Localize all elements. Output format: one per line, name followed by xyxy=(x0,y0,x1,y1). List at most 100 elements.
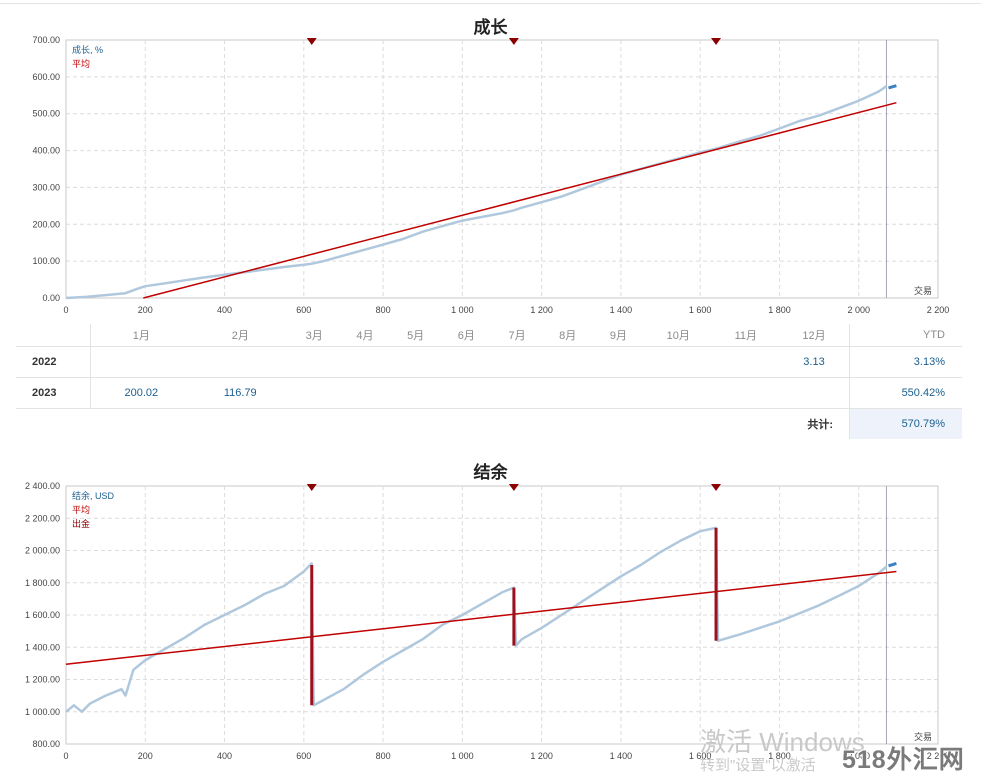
month-value xyxy=(440,377,492,409)
x-tick-label: 1 400 xyxy=(610,305,633,315)
x-axis-label: 交易 xyxy=(914,285,932,296)
withdrawal-marker xyxy=(306,484,317,491)
series-line-1 xyxy=(888,561,897,568)
month-header: 6月 xyxy=(440,324,492,347)
month-value xyxy=(643,346,713,378)
windows-watermark-sub: 转到"设置"以激活 xyxy=(700,757,816,774)
month-header: 1月 xyxy=(90,324,192,347)
legend-item: 平均 xyxy=(72,58,90,69)
total-row: 共计: 570.79% xyxy=(16,408,962,439)
x-tick-label: 1 600 xyxy=(689,751,712,761)
month-value xyxy=(440,346,492,378)
legend-item: 出金 xyxy=(72,518,90,529)
y-tick-label: 0.00 xyxy=(42,293,60,303)
x-tick-label: 1 200 xyxy=(530,751,553,761)
x-tick-label: 1 200 xyxy=(530,305,553,315)
series-line-2 xyxy=(143,101,897,299)
y-tick-label: 1 800.00 xyxy=(25,578,60,588)
legend-item: 成长, % xyxy=(72,44,103,55)
x-tick-label: 1 800 xyxy=(768,305,791,315)
series-line-2 xyxy=(65,570,897,665)
month-value xyxy=(390,377,441,409)
x-tick-label: 2 200 xyxy=(927,751,950,761)
month-header: 3月 xyxy=(288,324,340,347)
x-tick-label: 600 xyxy=(296,751,311,761)
total-label: 共计: xyxy=(807,419,833,431)
y-tick-label: 300.00 xyxy=(32,182,60,192)
plot-area xyxy=(65,39,939,299)
month-value xyxy=(593,346,644,378)
x-axis-label: 交易 xyxy=(914,731,932,742)
year-label: 2023 xyxy=(16,377,91,409)
top-divider xyxy=(0,3,981,4)
y-tick-label: 800.00 xyxy=(32,739,60,749)
legend-item: 平均 xyxy=(72,504,90,515)
y-tick-label: 2 200.00 xyxy=(25,513,60,523)
month-value xyxy=(90,346,192,378)
y-tick-label: 200.00 xyxy=(32,219,60,229)
ytd-header-row: 1月 2月 3月 4月 5月 6月 7月 8月 9月 10月 11月 12月 Y… xyxy=(16,324,962,347)
month-header: 12月 xyxy=(779,324,850,347)
x-tick-label: 2 000 xyxy=(847,305,870,315)
balance-chart-title: 结余 xyxy=(473,463,508,482)
month-value xyxy=(288,346,340,378)
x-tick-label: 400 xyxy=(217,305,232,315)
month-header: 8月 xyxy=(542,324,594,347)
x-tick-label: 1 000 xyxy=(451,305,474,315)
month-value xyxy=(491,346,543,378)
month-value xyxy=(288,377,340,409)
y-tick-label: 1 200.00 xyxy=(25,675,60,685)
x-tick-label: 200 xyxy=(138,751,153,761)
month-value xyxy=(712,377,780,409)
month-header: 2月 xyxy=(191,324,289,347)
site-logo: 518外汇网 xyxy=(842,746,965,774)
y-tick-label: 600.00 xyxy=(32,72,60,82)
month-value xyxy=(390,346,441,378)
windows-watermark: 激活 Windows xyxy=(700,727,865,757)
x-tick-label: 1 400 xyxy=(610,751,633,761)
x-tick-label: 2 000 xyxy=(847,751,870,761)
x-tick-label: 1 600 xyxy=(689,305,712,315)
y-tick-label: 700.00 xyxy=(32,35,60,45)
month-value xyxy=(643,377,713,409)
growth-chart-title: 成长 xyxy=(473,18,508,37)
withdrawal-marker xyxy=(508,38,519,45)
month-header: 4月 xyxy=(339,324,391,347)
x-tick-label: 2 200 xyxy=(927,305,950,315)
year-label: 2022 xyxy=(16,346,91,378)
x-tick-label: 200 xyxy=(138,305,153,315)
month-header: 7月 xyxy=(491,324,543,347)
y-tick-label: 1 600.00 xyxy=(25,610,60,620)
x-tick-label: 400 xyxy=(217,751,232,761)
x-tick-label: 0 xyxy=(63,751,68,761)
x-tick-label: 1 000 xyxy=(451,751,474,761)
month-value xyxy=(779,377,850,409)
ytd-header: YTD xyxy=(849,324,962,347)
total-value: 570.79% xyxy=(849,408,962,439)
balance-chart: 0 200 400 600 800 1 000 1 200 1 400 1 600 1 800 2 … xyxy=(25,481,950,761)
growth-chart: 0 200 400 600 800 1 000 1 200 1 400 1 600 1 800 2 … xyxy=(32,35,950,315)
month-value xyxy=(593,377,644,409)
x-tick-label: 0 xyxy=(63,305,68,315)
x-tick-label: 1 800 xyxy=(768,751,791,761)
month-value xyxy=(191,346,289,378)
ytd-value: 3.13% xyxy=(849,346,962,378)
month-header: 10月 xyxy=(643,324,713,347)
year-row-2022: 2022 3.13 3.13% xyxy=(16,346,962,378)
withdrawal-marker xyxy=(306,38,317,45)
month-header: 5月 xyxy=(390,324,441,347)
withdrawal-marker xyxy=(508,484,519,491)
month-value xyxy=(712,346,780,378)
legend-item: 结余, USD xyxy=(72,490,115,501)
y-tick-label: 1 400.00 xyxy=(25,642,60,652)
ytd-value: 550.42% xyxy=(849,377,962,409)
month-value: 3.13 xyxy=(779,346,850,378)
month-value xyxy=(339,346,391,378)
y-tick-label: 400.00 xyxy=(32,146,60,156)
y-tick-label: 2 400.00 xyxy=(25,481,60,491)
month-value xyxy=(542,346,594,378)
series-line-1 xyxy=(888,84,897,90)
x-tick-label: 800 xyxy=(376,305,391,315)
withdrawal-marker xyxy=(711,38,722,45)
month-value: 116.79 xyxy=(191,377,289,409)
